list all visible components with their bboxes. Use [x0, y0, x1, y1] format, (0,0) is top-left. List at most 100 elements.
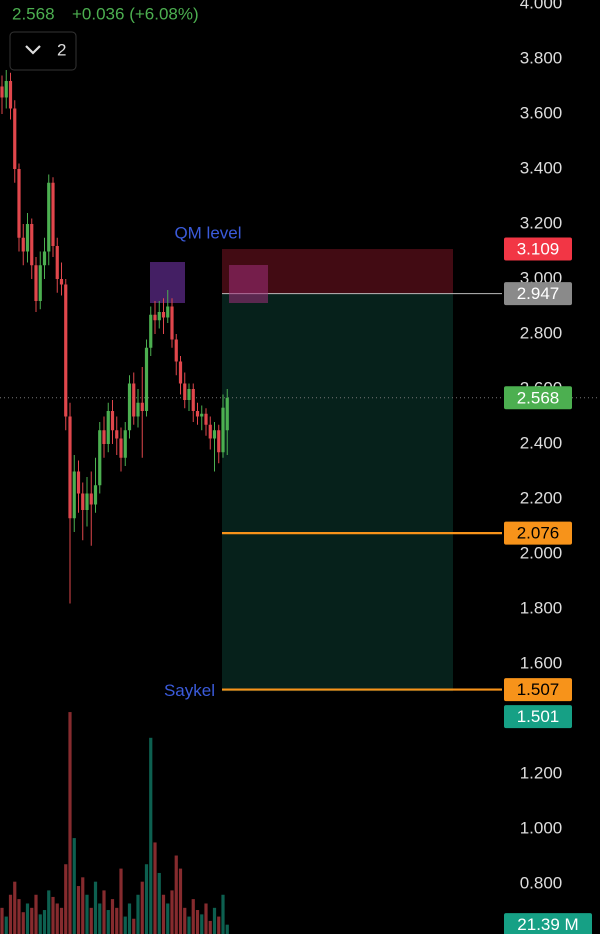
volume-bar	[76, 886, 81, 934]
candle-body	[4, 80, 8, 98]
candle-body	[212, 430, 217, 439]
volume-bar	[174, 855, 178, 934]
y-tick-label: 0.800	[520, 873, 563, 892]
volume-bar	[93, 881, 98, 934]
candle-body	[8, 80, 13, 109]
volume-bar	[21, 912, 25, 934]
volume-bar	[51, 896, 55, 934]
price-change: +0.036 (+6.08%)	[72, 4, 199, 23]
candle-body	[153, 314, 157, 321]
volume-bar	[144, 864, 149, 934]
volume-bar	[25, 903, 30, 934]
volume-bar	[208, 920, 212, 934]
price-badge	[504, 282, 572, 306]
volume-bar	[85, 894, 89, 934]
volume-bar	[153, 842, 157, 934]
volume-bar	[166, 903, 170, 934]
volume-bar	[8, 894, 13, 934]
candle-body	[55, 245, 59, 279]
candle-body	[76, 471, 81, 494]
volume-bar	[217, 916, 221, 934]
price-badge-label: 2.947	[517, 284, 560, 303]
y-tick-label: 1.000	[520, 818, 563, 837]
candle-body	[64, 284, 68, 417]
volume-bar	[68, 712, 72, 934]
volume-bar	[64, 864, 68, 934]
volume-bar	[132, 918, 136, 934]
volume-bar	[13, 881, 17, 934]
volume-bar	[221, 894, 225, 934]
candle-body	[174, 339, 178, 362]
candle-body	[157, 311, 161, 321]
volume-bar	[187, 916, 191, 934]
volume-bar	[106, 910, 110, 934]
candle-body	[110, 410, 115, 431]
y-tick-label: 2.400	[520, 433, 563, 452]
volume-bar	[204, 903, 208, 934]
candle-body	[191, 388, 195, 411]
legend-toggle[interactable]	[9, 31, 77, 71]
y-tick-label: 2.200	[520, 488, 563, 507]
candle-body	[93, 485, 98, 505]
legend-count: 2	[57, 40, 66, 59]
volume-bar	[42, 910, 47, 934]
y-tick-label: 2.000	[520, 543, 563, 562]
volume-badge-label: 21.39 M	[517, 915, 578, 934]
volume-bar	[55, 903, 59, 934]
volume-bar	[98, 903, 102, 934]
candle-body	[127, 383, 132, 431]
last-price: 2.568	[12, 4, 55, 23]
candle-body	[0, 86, 4, 98]
candle-body	[115, 430, 119, 439]
volume-bar	[115, 907, 119, 934]
candle-body	[119, 438, 123, 458]
candle-body	[170, 306, 174, 340]
candle-body	[140, 402, 144, 411]
chevron-icon	[25, 45, 41, 55]
volume-bar	[102, 890, 106, 934]
candle-body	[161, 311, 166, 318]
volume-bar	[200, 914, 204, 934]
volume-bar	[140, 881, 144, 934]
candle-body	[38, 265, 42, 301]
price-badge-label: 2.568	[517, 388, 560, 407]
candle-body	[98, 430, 102, 486]
volume-bar	[178, 868, 183, 934]
volume-bar	[212, 907, 217, 934]
volume-bar	[81, 877, 85, 934]
candle-body	[187, 388, 191, 400]
y-tick-label: 4.000	[520, 0, 563, 12]
candle-body	[217, 430, 221, 453]
candle-body	[68, 416, 72, 519]
candle-body	[225, 397, 229, 431]
candle-body	[13, 108, 17, 169]
volume-bar	[110, 899, 115, 934]
volume-bar	[183, 907, 187, 934]
candle-body	[149, 314, 153, 348]
qm-zone	[229, 265, 268, 303]
y-tick-label: 3.200	[520, 213, 563, 232]
candle-body	[102, 430, 106, 444]
price-badge	[504, 678, 572, 702]
candle-body	[72, 471, 76, 519]
candle-body	[183, 383, 187, 400]
volume-bar	[72, 838, 76, 934]
volume-bar	[59, 907, 64, 934]
candle-body	[195, 410, 200, 417]
volume-bar	[161, 894, 166, 934]
candle-body	[178, 361, 183, 384]
level-name: Saykel	[164, 681, 215, 700]
volume-bar	[38, 914, 42, 934]
candle-body	[166, 306, 170, 318]
y-tick-label: 1.200	[520, 763, 563, 782]
candle-body	[200, 413, 204, 417]
candle-body	[204, 413, 208, 425]
y-tick-label: 3.600	[520, 103, 563, 122]
y-tick-label: 2.800	[520, 323, 563, 342]
y-tick-label: 3.400	[520, 158, 563, 177]
candle-body	[123, 430, 127, 458]
volume-bar	[170, 890, 174, 934]
volume-bar	[34, 894, 38, 934]
